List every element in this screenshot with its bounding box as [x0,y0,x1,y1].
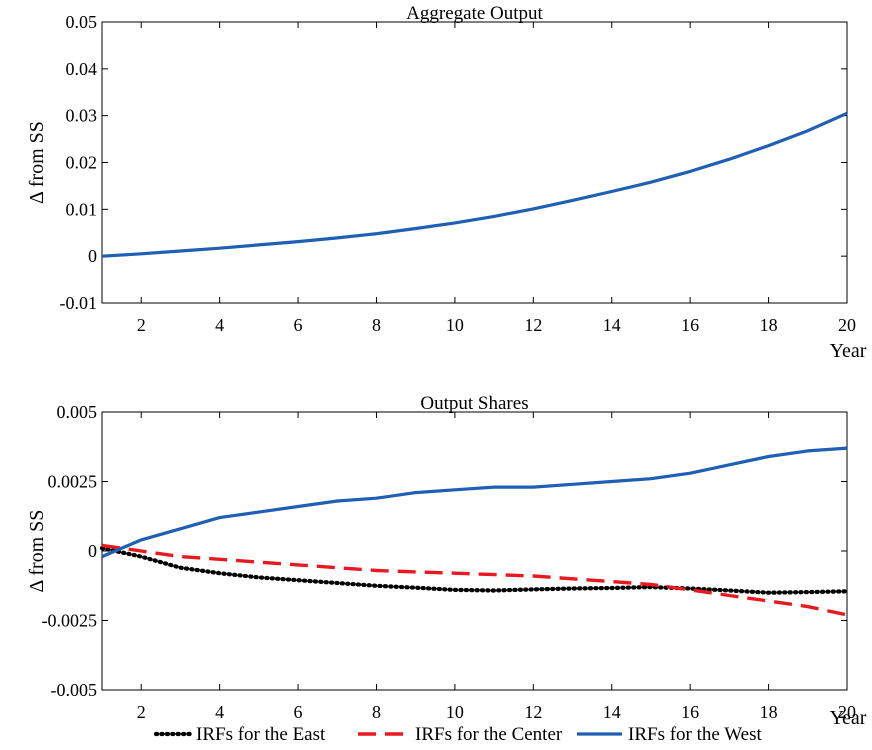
y-axis-label: Δ from SS [26,121,48,204]
y-tick-label: 0.02 [66,153,98,173]
x-axis-label: Year [830,340,867,362]
y-tick-label: 0 [88,246,97,266]
x-tick-label: 2 [137,315,146,335]
x-tick-label: 4 [215,315,224,335]
y-tick-label: 0.01 [66,199,98,219]
x-tick-label: 14 [603,315,621,335]
legend-label-west: IRFs for the West [628,724,762,745]
x-tick-label: 6 [294,702,303,722]
series-line-center [101,543,848,617]
series-line-east [99,546,850,595]
legend: IRFs for the East IRFs for the Center IRFs… [153,724,762,745]
x-tick-label: 18 [760,315,778,335]
series-line-west [101,111,848,258]
y-axis-label: Δ from SS [26,510,48,593]
x-tick-label: 8 [372,702,381,722]
x-axis-label: Year [830,707,867,729]
series-line-west [101,446,848,559]
legend-label-east: IRFs for the East [196,724,326,745]
y-tick-label: 0 [88,541,97,561]
plot-frame [101,411,848,691]
x-tick-label: 18 [760,702,778,722]
y-tick-label: -0.01 [60,293,98,313]
x-tick-label: 20 [838,315,856,335]
plot-frame [101,21,848,304]
y-tick-label: 0.03 [66,106,98,126]
legend-label-center: IRFs for the Center [415,724,563,745]
x-tick-label: 14 [603,702,621,722]
x-tick-label: 6 [294,315,303,335]
x-tick-label: 12 [524,702,542,722]
y-tick-label: -0.005 [51,680,98,700]
x-tick-label: 16 [681,702,699,722]
x-tick-label: 8 [372,315,381,335]
chart-title: Output Shares [420,393,528,414]
x-tick-label: 2 [137,702,146,722]
x-tick-label: 10 [446,315,464,335]
y-tick-label: 0.0025 [48,472,98,492]
output-shares-chart: 2 4 6 8 10 12 14 16 18 20 -0.005 -0.0025 0 0.0025 0.00… [26,393,867,729]
x-tick-label: 4 [215,702,224,722]
chart-title: Aggregate Output [406,3,543,24]
y-tick-label: -0.0025 [42,611,98,631]
y-tick-label: 0.05 [66,12,98,32]
x-tick-label: 12 [524,315,542,335]
x-tick-label: 16 [681,315,699,335]
x-tick-label: 20 [838,702,856,722]
aggregate-output-chart: 2 4 6 8 10 12 14 16 18 20 -0.01 0 0.01 0.02 0.03 0.04 0.… [26,3,867,362]
y-tick-label: 0.005 [57,402,98,422]
y-tick-label: 0.04 [66,59,98,79]
x-tick-label: 10 [446,702,464,722]
